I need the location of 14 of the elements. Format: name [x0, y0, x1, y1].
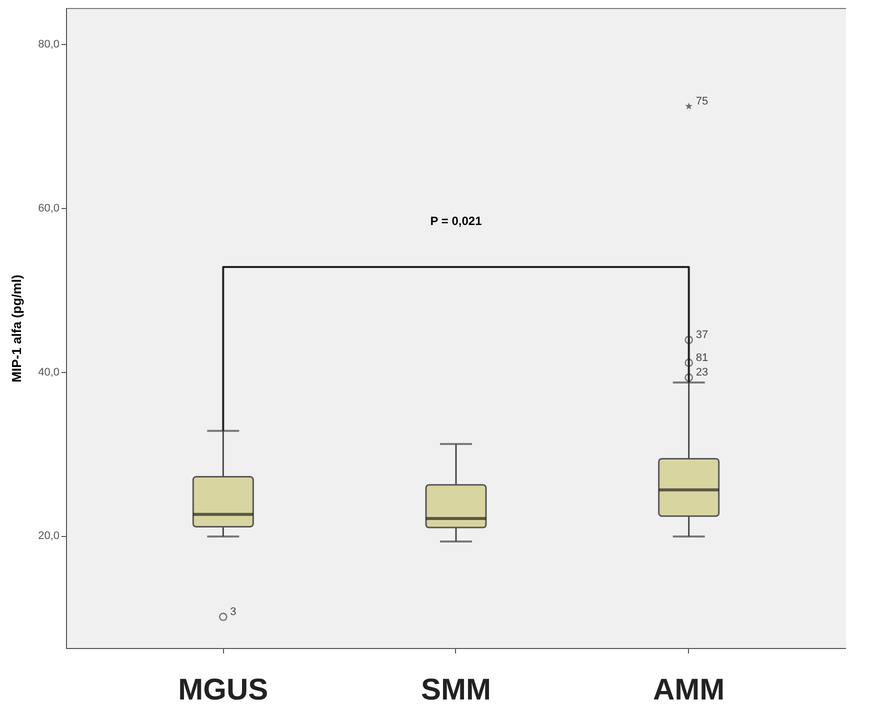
y-tick-label: 40,0 [38, 366, 60, 378]
annotation: 81 [696, 352, 708, 364]
annotation: 75 [696, 95, 708, 108]
y-tick-label: 60,0 [38, 202, 60, 214]
y-tick-label: 20,0 [38, 530, 60, 542]
annotation: 37 [696, 328, 708, 341]
y-axis-title: MIP-1 alfa (pg/ml) [9, 274, 24, 382]
annotation: P = 0,021 [430, 214, 482, 228]
y-tick-label: 80,0 [38, 38, 60, 51]
x-tick-label: AMM [653, 674, 725, 706]
x-tick-label: SMM [421, 674, 491, 706]
annotation: 23 [696, 366, 708, 379]
annotation: 3 [230, 606, 236, 618]
x-tick-label: MGUS [178, 674, 268, 706]
